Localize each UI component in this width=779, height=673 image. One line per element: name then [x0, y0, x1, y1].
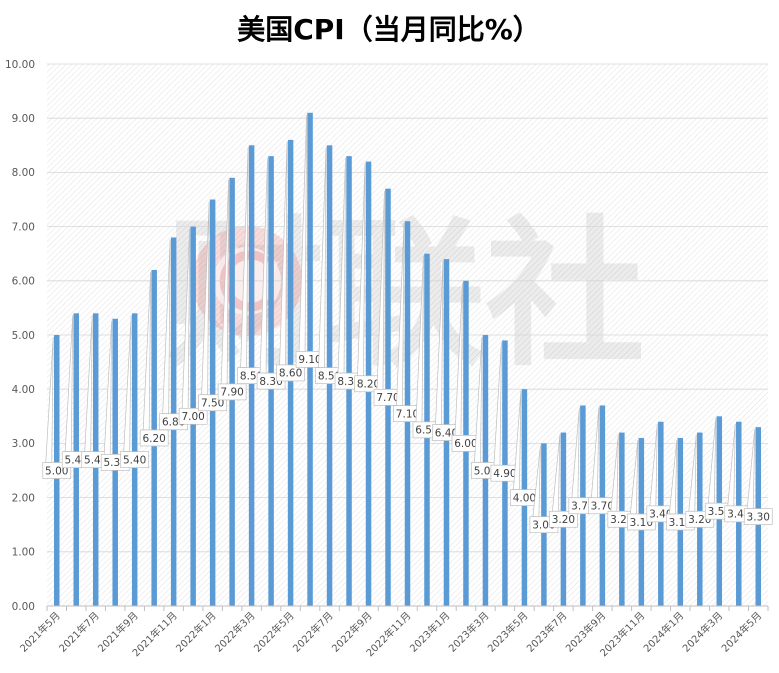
x-tick-label: 2024年1月	[641, 609, 687, 655]
callout-box	[120, 451, 150, 469]
data-callout-10: 7.90	[217, 179, 247, 401]
data-callout-9: 7.50	[198, 201, 227, 412]
x-tick-label: 2022年7月	[290, 609, 336, 655]
data-label-25: 4.00	[513, 492, 536, 504]
y-tick-label: 1.00	[12, 547, 35, 559]
x-tick-label: 2021年7月	[56, 609, 102, 655]
data-callout-14: 9.10	[295, 114, 325, 368]
data-label-37: 3.30	[747, 511, 770, 523]
data-callout-29: 3.70	[588, 407, 617, 515]
y-tick-label: 0.00	[12, 601, 35, 613]
x-tick-label: 2024年5月	[719, 609, 765, 655]
data-callout-25: 4.00	[510, 391, 539, 506]
x-tick-label: 2023年1月	[407, 609, 453, 655]
data-callout-11: 8.50	[237, 147, 266, 384]
data-label-5: 5.40	[123, 454, 146, 466]
y-tick-label: 6.00	[12, 276, 35, 288]
data-callout-18: 7.70	[373, 190, 403, 406]
y-tick-label: 4.00	[12, 384, 35, 396]
x-tick-label: 2023年3月	[446, 609, 492, 655]
data-callout-1: 5.00	[42, 336, 72, 479]
data-callout-27: 3.20	[549, 434, 578, 528]
data-label-9: 7.50	[201, 398, 224, 410]
callout-box	[549, 510, 578, 528]
callout-box	[276, 364, 305, 382]
data-labels: 5.005.405.405.305.406.206.807.007.507.90…	[42, 114, 773, 534]
x-tick-label: 2022年3月	[212, 609, 258, 655]
x-tick-label: 2024年3月	[680, 609, 726, 655]
y-tick-label: 3.00	[12, 438, 35, 450]
data-callout-37: 3.30	[743, 429, 773, 525]
callout-box	[743, 508, 773, 525]
x-axis	[46, 605, 769, 611]
data-label-22: 6.00	[454, 438, 477, 450]
x-tick-label: 2022年1月	[173, 609, 219, 655]
y-tick-label: 10.00	[5, 59, 35, 71]
callout-box	[139, 429, 169, 447]
data-label-1: 5.00	[45, 465, 68, 477]
y-tick-label: 5.00	[12, 330, 35, 342]
data-callout-5: 5.40	[120, 315, 150, 469]
x-tick-label: 2021年5月	[17, 609, 63, 655]
x-tick-label: 2022年5月	[251, 609, 297, 655]
data-callout-6: 6.20	[139, 271, 169, 447]
y-tick-label: 7.00	[12, 221, 35, 233]
data-callout-17: 8.20	[354, 163, 383, 393]
data-label-29: 3.70	[591, 501, 614, 513]
data-label-14: 9.10	[298, 354, 321, 366]
y-axis-labels: 0.00 1.00 2.00 3.00 4.00 5.00 6.00 7.00 8.00 9.00…	[5, 59, 35, 613]
callout-box	[217, 383, 247, 401]
chart-title: 美国CPI（当月同比%）	[237, 13, 541, 46]
data-callout-19: 7.10	[393, 223, 422, 422]
data-callout-8: 7.00	[178, 228, 208, 425]
data-label-13: 8.60	[279, 368, 302, 380]
data-callout-13: 8.60	[276, 141, 305, 382]
y-tick-label: 8.00	[12, 167, 35, 179]
data-label-18: 7.70	[376, 392, 399, 404]
x-tick-label: 2023年7月	[524, 609, 570, 655]
data-label-17: 8.20	[357, 379, 380, 391]
y-tick-label: 9.00	[12, 113, 35, 125]
data-label-27: 3.20	[552, 514, 575, 526]
data-label-8: 7.00	[181, 411, 204, 423]
data-label-19: 7.10	[396, 408, 419, 420]
data-label-6: 6.20	[142, 433, 165, 445]
x-axis-labels: 2021年5月2021年7月2021年9月2021年11月2022年1月2022…	[17, 609, 764, 659]
data-callout-22: 6.00	[451, 282, 481, 452]
y-tick-label: 2.00	[12, 492, 35, 504]
callout-box	[178, 407, 208, 425]
x-tick-label: 2023年5月	[485, 609, 531, 655]
data-label-10: 7.90	[220, 387, 243, 399]
data-label-24: 4.90	[493, 468, 516, 480]
